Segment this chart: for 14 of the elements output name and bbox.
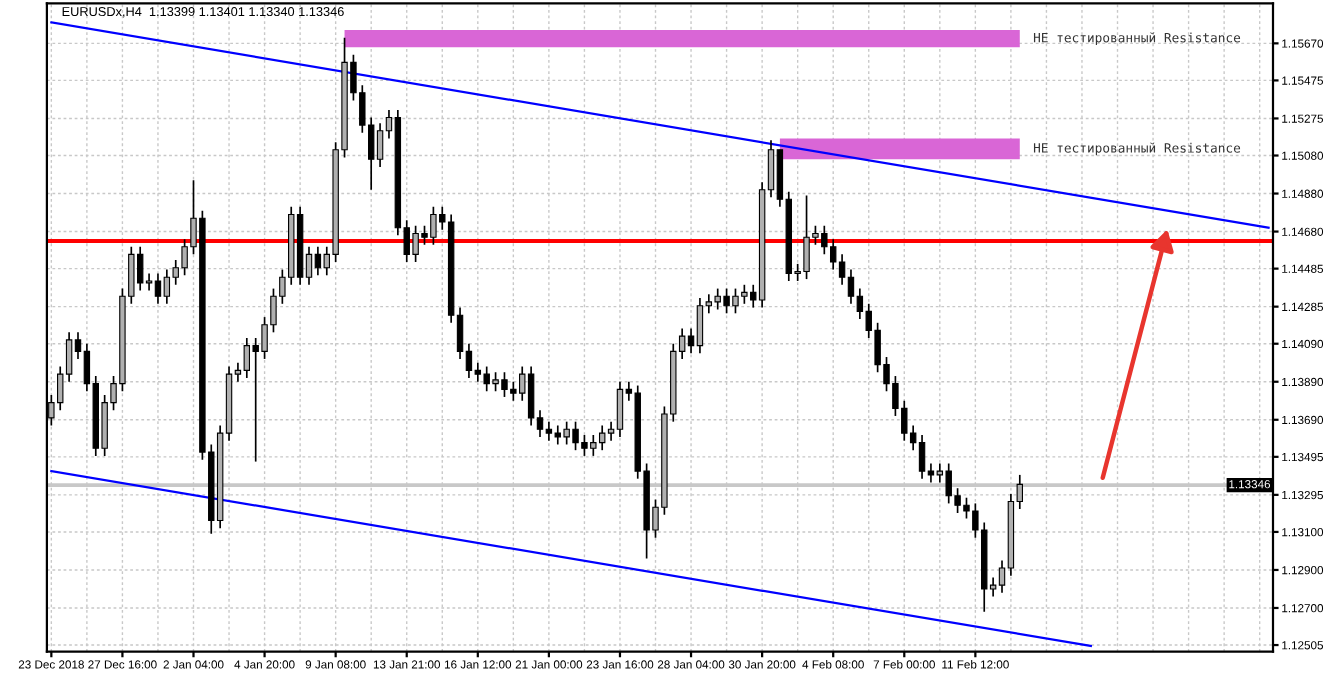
candlestick [163,268,171,305]
candlestick [847,268,855,305]
candlestick [829,238,837,271]
candlestick [545,420,553,442]
candlestick [314,245,322,277]
candlestick [376,122,384,168]
candlestick [696,297,704,355]
candlestick [136,245,144,292]
candlestick [616,380,624,438]
candlestick [243,337,251,379]
candlestick [598,424,606,452]
candlestick [154,272,162,305]
candlestick [527,365,535,427]
candlestick [918,434,926,480]
